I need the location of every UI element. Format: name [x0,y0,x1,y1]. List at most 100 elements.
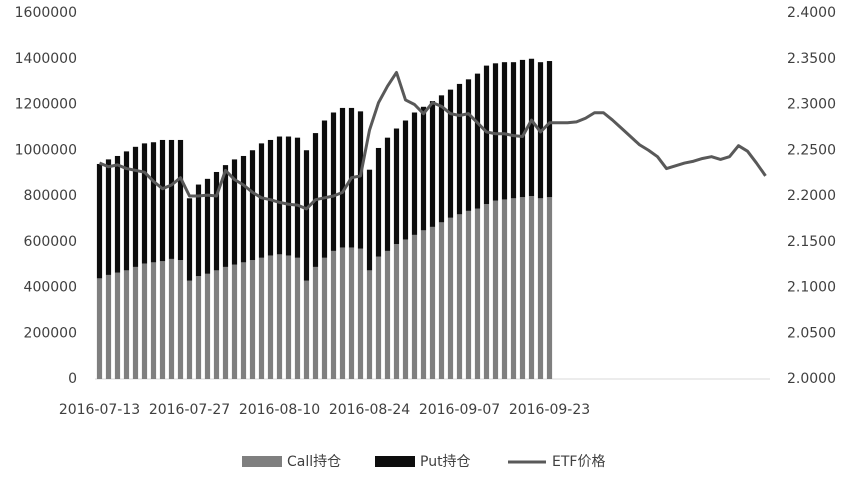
bar [240,155,247,263]
y-tick-label: 800000 [24,188,77,204]
bar [204,178,211,274]
bar [285,136,292,256]
bar [294,257,301,379]
bar [411,112,418,235]
bar [330,112,337,251]
bar [528,58,535,196]
x-tick-label: 2016-09-07 [419,402,500,418]
legend-swatch [242,456,282,467]
bar [123,270,130,379]
bar [438,95,445,223]
bar [519,197,526,379]
bar [267,255,274,379]
bar [303,280,310,379]
legend-swatch [375,456,415,467]
bar [357,111,364,249]
bar [141,263,148,379]
y2-tick-label: 2.2000 [787,188,836,204]
bar [546,197,553,379]
bar [258,257,265,379]
bar [330,250,337,379]
bar [402,120,409,240]
y2-tick-label: 2.4000 [787,5,836,21]
bar [168,139,175,259]
bar [150,262,157,379]
y2-tick-label: 2.3500 [787,51,836,67]
bar [96,163,103,279]
bar [132,146,139,267]
legend-label: Put持仓 [420,454,471,470]
bar [339,107,346,248]
bar [519,59,526,198]
y-tick-label: 1400000 [15,51,77,67]
bar [258,143,265,258]
bar [510,62,517,199]
x-tick-label: 2016-08-24 [329,402,410,418]
y-tick-label: 1200000 [15,97,77,113]
bar [276,254,283,379]
bar [375,256,382,379]
bar [303,150,310,281]
y-tick-label: 200000 [24,325,77,341]
bar [231,159,238,265]
y2-tick-label: 2.1500 [787,234,836,250]
bar [501,199,508,379]
bar [465,210,472,379]
bar [186,280,193,379]
bar [429,101,436,227]
bar [159,261,166,379]
bar [546,61,553,198]
bar [240,262,247,379]
bar [456,214,463,379]
bar [501,62,508,200]
bar [285,255,292,379]
bar [105,274,112,379]
x-tick-label: 2016-07-13 [59,402,140,418]
y-tick-label: 600000 [24,234,77,250]
bar [150,142,157,263]
bar [510,198,517,379]
bar [366,169,373,271]
bar [267,139,274,256]
bar [186,198,193,281]
bar [213,270,220,379]
bar [195,184,202,277]
bar [492,200,499,379]
bar [195,276,202,379]
bar [465,79,472,211]
bar [123,151,130,271]
bar [114,155,121,273]
bar [132,266,139,379]
y-tick-label: 400000 [24,280,77,296]
y2-tick-label: 2.1000 [787,280,836,296]
bar [276,136,283,255]
y2-tick-label: 2.2500 [787,142,836,158]
bar [168,258,175,379]
bar [177,260,184,379]
bar [402,239,409,379]
bar [114,272,121,379]
bar [447,89,454,218]
bar [213,171,220,271]
legend-label: ETF价格 [552,454,605,470]
bar [321,257,328,379]
bar [474,73,481,209]
bar [375,147,382,257]
bar [483,204,490,379]
bar [231,264,238,379]
bar [177,139,184,261]
bar [357,248,364,379]
bar [96,278,103,379]
bar [420,230,427,379]
bar [447,217,454,379]
bar [393,128,400,245]
bar [411,234,418,379]
bar [159,139,166,262]
bar [366,270,373,379]
bar [222,266,229,379]
bar [438,222,445,379]
bar [105,159,112,275]
bar [222,165,229,267]
bar [456,83,463,215]
